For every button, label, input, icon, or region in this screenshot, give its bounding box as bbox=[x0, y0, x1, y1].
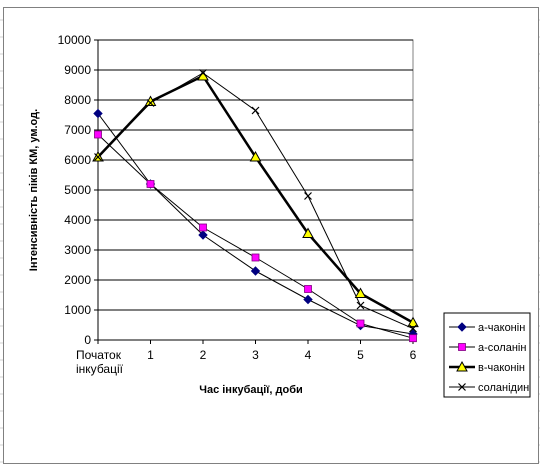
data-point-series-3 bbox=[354, 287, 367, 298]
y-tick-label: 1000 bbox=[64, 303, 91, 317]
data-point-series-2 bbox=[356, 319, 365, 328]
data-point-series-2 bbox=[409, 334, 417, 343]
legend-label: а-соланін bbox=[478, 342, 526, 354]
data-point-series-4 bbox=[356, 301, 365, 310]
data-point-series-4 bbox=[94, 153, 102, 161]
data-point-series-2 bbox=[146, 180, 155, 188]
data-point-series-2 bbox=[94, 130, 102, 139]
legend-item-4[interactable]: соланідин bbox=[449, 382, 529, 394]
data-point-series-3 bbox=[302, 227, 314, 238]
y-tick-label: 8000 bbox=[64, 93, 91, 107]
y-tick-label: 6000 bbox=[64, 153, 91, 167]
data-point-series-2 bbox=[199, 223, 207, 232]
y-tick-label: 7000 bbox=[64, 123, 91, 137]
data-point-series-2 bbox=[304, 285, 312, 293]
x-tick-label: 5 bbox=[357, 348, 364, 362]
x-tick-label: 2 bbox=[200, 348, 207, 362]
y-tick-label: 3000 bbox=[64, 243, 91, 257]
data-point-series-1 bbox=[250, 266, 261, 276]
y-tick-label: 5000 bbox=[64, 183, 91, 197]
legend-item-1[interactable]: а-чаконін bbox=[449, 322, 525, 334]
y-axis-ticks: 0 1000 2000 3000 4000 5000 6000 7000 8000 9000 100… bbox=[58, 33, 98, 347]
legend-marker bbox=[458, 343, 466, 351]
legend[interactable]: а-чаконін а-соланін в-чаконін соланідин bbox=[443, 312, 531, 398]
y-tick-label: 10000 bbox=[58, 33, 92, 47]
data-point-series-4 bbox=[199, 69, 207, 77]
x-axis-title: Час інкубації, доби bbox=[199, 384, 303, 396]
legend-marker bbox=[457, 322, 467, 332]
data-point-series-1 bbox=[303, 294, 313, 305]
x-tick-label: 3 bbox=[252, 348, 259, 362]
x-tick-label: 1 bbox=[147, 348, 154, 362]
x-axis-ticks: Початок інкубації 1 2 3 4 5 6 bbox=[76, 340, 417, 376]
legend-item-3[interactable]: в-чаконін bbox=[449, 360, 525, 374]
legend-item-2[interactable]: а-соланін bbox=[449, 342, 526, 354]
x-tick-label: 4 bbox=[305, 348, 312, 362]
y-tick-label: 9000 bbox=[64, 63, 91, 77]
data-point-series-4 bbox=[304, 192, 312, 200]
y-tick-label: 4000 bbox=[64, 213, 91, 227]
legend-label: в-чаконін bbox=[478, 362, 525, 374]
y-axis-title: Інтенсивність піків КМ, ум.од. bbox=[28, 109, 40, 271]
data-point-series-2 bbox=[251, 253, 260, 262]
x-tick-label: Початок інкубації bbox=[76, 348, 124, 376]
data-point-series-3 bbox=[249, 150, 262, 162]
legend-marker bbox=[458, 383, 466, 391]
legend-marker bbox=[456, 360, 468, 372]
data-point-series-4 bbox=[409, 324, 417, 333]
legend-label: а-чаконін bbox=[478, 322, 525, 334]
data-point-series-3 bbox=[407, 316, 419, 328]
legend-label: соланідин bbox=[478, 382, 529, 394]
data-point-series-4 bbox=[251, 106, 260, 115]
data-point-series-1 bbox=[198, 230, 208, 240]
y-tick-label: 2000 bbox=[64, 273, 91, 287]
series-layer bbox=[92, 69, 419, 343]
y-tick-label: 0 bbox=[84, 333, 91, 347]
x-tick-label: 6 bbox=[410, 348, 417, 362]
data-point-series-4 bbox=[146, 99, 155, 107]
data-point-series-1 bbox=[93, 108, 103, 119]
